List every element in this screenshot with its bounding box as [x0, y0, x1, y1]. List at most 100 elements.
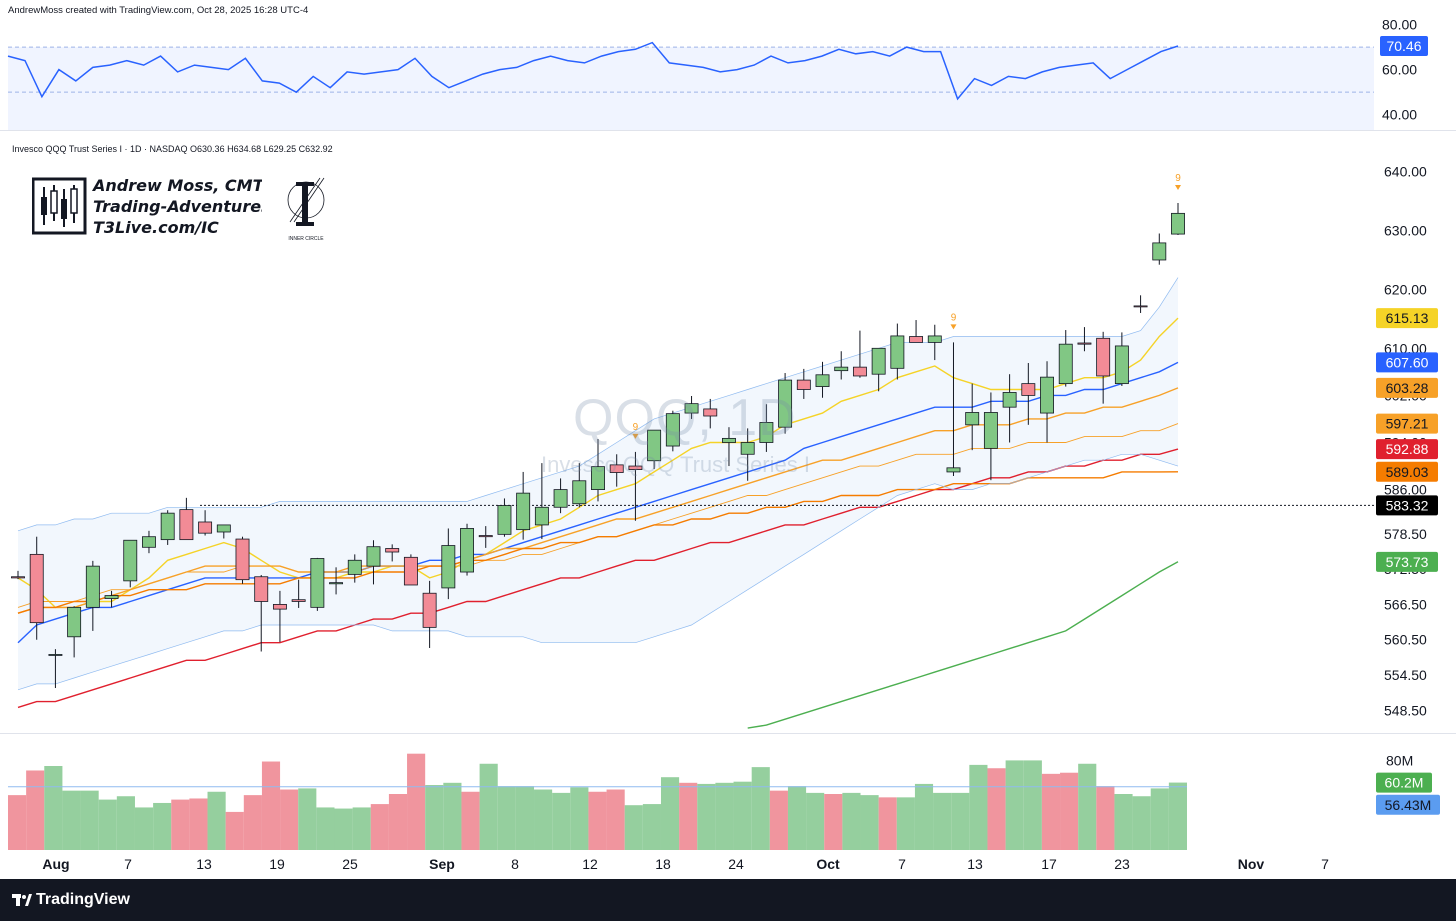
candle-body: [179, 509, 194, 541]
candle-body: [329, 582, 344, 585]
name-watermark: Invesco QQQ Trust Series I: [541, 452, 810, 477]
volume-bar: [1132, 796, 1151, 850]
candle-body: [778, 379, 793, 428]
candle-body: [216, 524, 231, 533]
price-value-tag-label: 592.88: [1386, 441, 1429, 457]
volume-bar: [1041, 773, 1061, 850]
sequential-count-label: 9: [1175, 173, 1181, 184]
candle-body: [553, 489, 568, 508]
volume-bar: [1078, 763, 1097, 850]
volume-bar: [425, 785, 444, 850]
candle-body: [909, 336, 924, 343]
candle-body: [29, 553, 44, 624]
volume-value-tag: [1376, 772, 1432, 793]
footer-bar: TradingView: [0, 879, 1456, 921]
candle-body: [48, 654, 63, 656]
volume-bar: [769, 790, 788, 850]
volume-bar: [334, 808, 353, 850]
price-value-tag-label: 615.13: [1386, 310, 1429, 326]
candle-body: [965, 412, 980, 426]
candle-body: [1152, 242, 1167, 261]
volume-bar: [44, 766, 63, 850]
time-tick-label: 18: [655, 856, 671, 872]
candle-body: [403, 556, 418, 586]
candle-body: [1171, 212, 1185, 235]
price-value-tag: [1376, 377, 1438, 398]
volume-bar: [98, 799, 117, 850]
price-tick-label: 554.50: [1384, 667, 1427, 683]
candle-body: [796, 379, 811, 390]
candle-body: [11, 576, 25, 579]
candle-body: [946, 467, 961, 473]
volume-value-tag-label: 60.2M: [1385, 775, 1424, 791]
rsi-pane[interactable]: 80.00 60.00 40.00 70.46: [0, 14, 1456, 130]
time-tick-label: Aug: [42, 856, 69, 872]
price-value-tag-label: 607.60: [1386, 354, 1429, 370]
candle-body: [628, 465, 643, 470]
volume-bar: [280, 789, 299, 850]
volume-tick-label: 80M: [1386, 752, 1413, 768]
candle-body: [759, 422, 774, 443]
volume-bar: [479, 763, 498, 850]
volume-bar: [842, 792, 861, 850]
volume-bar: [443, 782, 462, 850]
candle-body: [890, 335, 905, 369]
price-tick-label: 640.00: [1384, 164, 1427, 180]
candle-body: [591, 466, 605, 491]
pane-separator[interactable]: [0, 733, 1456, 734]
candle-body: [385, 548, 400, 553]
volume-bar: [207, 791, 226, 850]
volume-bar: [80, 790, 99, 850]
candle-body: [347, 559, 362, 575]
price-value-tag-label: 597.21: [1386, 416, 1429, 432]
candle-body: [1021, 383, 1036, 396]
candle-body: [497, 505, 512, 535]
volume-bar: [1150, 788, 1169, 850]
volume-bar: [134, 807, 154, 850]
price-tick-label: 610.00: [1384, 340, 1427, 356]
volume-bar: [316, 807, 335, 850]
candle-body: [254, 576, 269, 602]
volume-bar: [8, 795, 27, 850]
time-tick-label: 7: [1321, 856, 1329, 872]
candle-body: [852, 366, 867, 377]
volume-bar: [806, 792, 825, 850]
rsi-tick-label: 80.00: [1382, 17, 1417, 33]
price-tick-label: 630.00: [1384, 223, 1427, 239]
candle-body: [142, 536, 156, 548]
candle-body: [422, 592, 437, 628]
brand-link: T3Live.com/IC: [93, 218, 219, 237]
volume-bar: [787, 786, 807, 850]
pane-separator[interactable]: [0, 130, 1456, 131]
price-value-tag-label: 583.32: [1386, 497, 1429, 513]
volume-bar: [1114, 794, 1133, 850]
time-tick-label: 25: [342, 856, 358, 872]
volume-bar: [26, 770, 45, 850]
ohlc-legend: Invesco QQQ Trust Series I · 1D · NASDAQ…: [12, 144, 333, 154]
down-arrow-icon: [632, 433, 639, 439]
volume-bar: [62, 790, 81, 850]
candle-body: [310, 558, 325, 608]
volume-bar: [116, 796, 135, 850]
volume-bar: [1023, 760, 1042, 850]
candle-body: [104, 595, 119, 599]
price-tick-label: 560.50: [1384, 632, 1427, 648]
overlay-sma21: [17, 361, 1179, 644]
candle-body: [478, 535, 493, 538]
candle-body: [1114, 345, 1129, 385]
price-pane[interactable]: 999640.00630.00620.00610.00602.00594.005…: [0, 150, 1456, 735]
candle-body: [460, 528, 474, 573]
volume-pane[interactable]: 80M 60.2M 56.43M: [0, 738, 1456, 850]
overlay-bb_lower: [17, 453, 1179, 691]
price-value-tag: [1376, 495, 1438, 516]
time-axis[interactable]: Aug 7 13 19 25 Sep 8 12 18 24 Oct 7 13 17 23 Nov 7: [0, 850, 1456, 878]
price-value-tag-label: 589.03: [1386, 464, 1429, 480]
price-tick-label: 578.50: [1384, 526, 1427, 542]
volume-bar: [189, 798, 208, 850]
rsi-value-tag-label: 70.46: [1386, 38, 1421, 54]
time-tick-label: 7: [898, 856, 906, 872]
candle-body: [684, 403, 699, 414]
candle-body: [235, 538, 250, 581]
price-tick-label: 548.50: [1384, 702, 1427, 718]
volume-bar: [243, 795, 262, 850]
